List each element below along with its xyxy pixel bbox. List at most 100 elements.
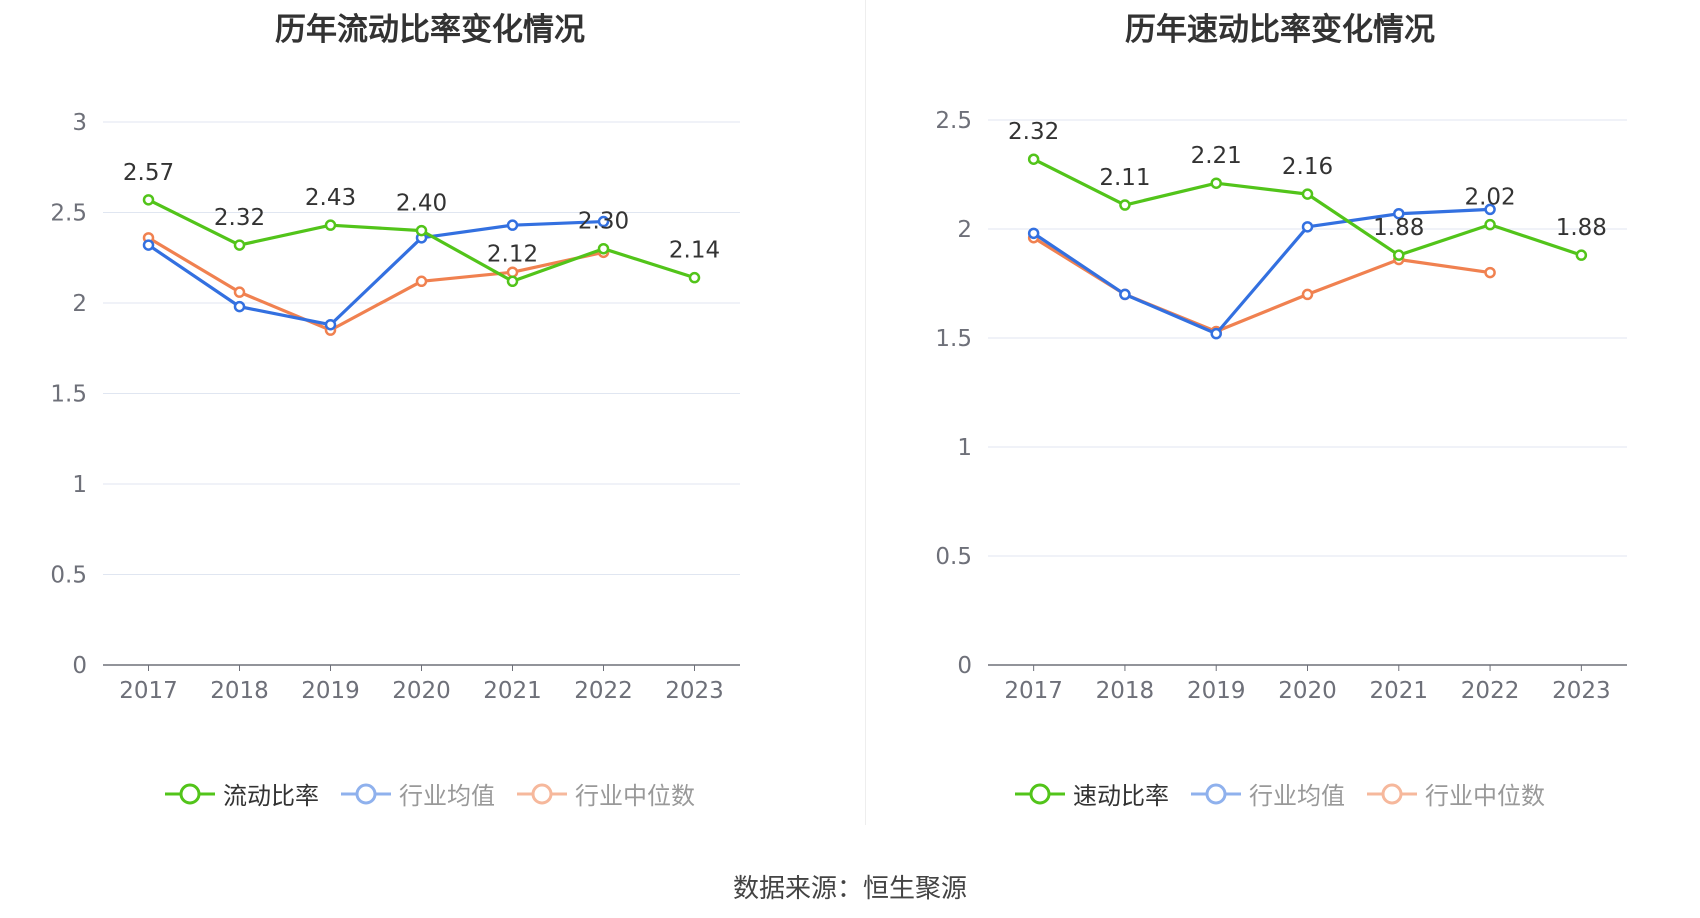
data-point-median[interactable] (506, 266, 519, 278)
legend-item-industry-median[interactable]: 行业中位数 (517, 776, 695, 811)
data-point-main[interactable] (1301, 188, 1314, 200)
legend-item-industry-avg[interactable]: 行业均值 (1191, 776, 1345, 811)
data-point-avg[interactable] (597, 215, 610, 228)
data-point-main[interactable] (1575, 249, 1588, 261)
x-tick-label: 2021 (1370, 678, 1429, 704)
legend-marker-median-icon (517, 783, 567, 804)
legend: 流动比率 行业均值 行业中位数 (0, 776, 860, 811)
data-point-avg[interactable] (506, 219, 519, 231)
data-point-avg[interactable] (142, 239, 155, 251)
y-tick-label: 2.5 (935, 108, 972, 134)
data-label: 1.88 (1373, 215, 1424, 241)
y-tick-label: 1 (72, 472, 87, 498)
data-point-avg[interactable] (324, 318, 337, 331)
x-tick-label: 2020 (1278, 678, 1337, 704)
data-point-median[interactable] (233, 286, 246, 298)
data-point-median[interactable] (1484, 266, 1496, 279)
x-tick-label: 2019 (301, 678, 360, 704)
data-source: 数据来源：恒生聚源 (732, 874, 967, 904)
legend: 速动比率 行业均值 行业中位数 (860, 776, 1700, 811)
data-point-avg[interactable] (1027, 227, 1040, 240)
data-point-median[interactable] (415, 275, 428, 288)
chart-panel-current-ratio: 历年流动比率变化情况 0 0.5 1 1.5 2 2.5 3 2017 2018 2019 2020… (0, 0, 860, 830)
data-label: 2.12 (487, 241, 538, 267)
y-tick-label: 2 (72, 291, 87, 317)
data-label: 2.32 (1008, 119, 1059, 145)
y-tick-label: 2.5 (50, 201, 87, 227)
data-point-main[interactable] (506, 275, 519, 288)
x-tick-label: 2017 (1004, 678, 1063, 704)
x-tick-label: 2018 (1096, 678, 1155, 704)
x-tick-label: 2022 (1461, 678, 1520, 704)
legend-label-avg: 行业均值 (399, 782, 495, 810)
x-tick-label: 2021 (483, 678, 542, 704)
y-tick-label: 2 (957, 217, 972, 243)
data-point-main[interactable] (688, 271, 701, 284)
data-point-avg[interactable] (1301, 221, 1314, 233)
data-point-main[interactable] (142, 194, 155, 206)
series-line-avg (147, 219, 604, 327)
data-label: 2.16 (1282, 154, 1333, 180)
data-point-avg[interactable] (1393, 207, 1405, 220)
series-line-avg (1032, 207, 1491, 336)
data-point-median[interactable] (1301, 288, 1314, 301)
legend-label-median: 行业中位数 (1425, 782, 1545, 810)
y-tick-label: 1.5 (50, 382, 87, 408)
y-tick-label: 1 (957, 435, 972, 461)
y-tick-label: 0.5 (50, 563, 87, 589)
data-label: 1.88 (1556, 215, 1607, 241)
data-label: 2.43 (305, 185, 356, 211)
panel-divider (865, 0, 866, 825)
data-point-main[interactable] (1119, 199, 1131, 211)
data-point-main[interactable] (415, 224, 428, 237)
line-chart-current-ratio: 0 0.5 1 1.5 2 2.5 3 2017 2018 2019 2020 2021 2022 202… (50, 110, 740, 704)
series-line-median (1032, 236, 1491, 334)
line-chart-quick-ratio: 0 0.5 1 1.5 2 2.5 2017 2018 2019 2020 2021 2022 2023… (935, 108, 1627, 704)
x-tick-label: 2023 (1552, 678, 1611, 704)
legend-item-industry-avg[interactable]: 行业均值 (341, 776, 495, 811)
legend-label-median: 行业中位数 (575, 782, 695, 810)
y-tick-label: 0 (72, 653, 87, 679)
legend-marker-median-icon (1367, 783, 1417, 804)
legend-marker-main-icon (165, 783, 215, 804)
legend-label-main: 速动比率 (1073, 782, 1169, 810)
series-line-median (147, 236, 604, 332)
y-tick-label: 3 (72, 110, 87, 136)
data-point-main[interactable] (597, 242, 610, 255)
legend-item-main[interactable]: 速动比率 (1015, 776, 1169, 811)
data-point-avg[interactable] (1210, 327, 1222, 340)
data-point-avg[interactable] (1484, 203, 1496, 216)
x-tick-label: 2018 (210, 678, 269, 704)
x-tick-label: 2017 (119, 678, 178, 704)
data-label: 2.14 (669, 238, 720, 264)
y-tick-label: 0.5 (935, 544, 972, 570)
legend-label-avg: 行业均值 (1249, 782, 1345, 810)
legend-marker-avg-icon (1191, 783, 1241, 804)
x-tick-label: 2020 (392, 678, 451, 704)
x-tick-label: 2022 (574, 678, 633, 704)
data-label: 2.21 (1191, 143, 1242, 169)
legend-marker-avg-icon (341, 783, 391, 804)
y-tick-label: 1.5 (935, 326, 972, 352)
data-point-main[interactable] (1393, 249, 1405, 261)
legend-item-industry-median[interactable]: 行业中位数 (1367, 776, 1545, 811)
data-point-main[interactable] (324, 219, 337, 231)
chart-title: 历年流动比率变化情况 (275, 12, 585, 48)
data-point-main[interactable] (233, 239, 246, 251)
data-label: 2.57 (123, 160, 174, 186)
data-point-avg[interactable] (1119, 288, 1131, 301)
legend-label-main: 流动比率 (223, 782, 319, 810)
y-tick-label: 0 (957, 653, 972, 679)
legend-item-main[interactable]: 流动比率 (165, 776, 319, 811)
data-point-main[interactable] (1027, 153, 1040, 165)
data-point-main[interactable] (1484, 218, 1496, 231)
data-label: 2.40 (396, 191, 447, 217)
x-tick-label: 2019 (1187, 678, 1246, 704)
chart-title: 历年速动比率变化情况 (1125, 12, 1435, 48)
data-point-avg[interactable] (233, 300, 246, 313)
x-tick-label: 2023 (665, 678, 724, 704)
data-point-main[interactable] (1210, 177, 1222, 189)
chart-panel-quick-ratio: 历年速动比率变化情况 0 0.5 1 1.5 2 2.5 2017 2018 2019 2020 2… (860, 0, 1700, 830)
legend-marker-main-icon (1015, 783, 1065, 804)
data-label: 2.32 (214, 205, 265, 231)
